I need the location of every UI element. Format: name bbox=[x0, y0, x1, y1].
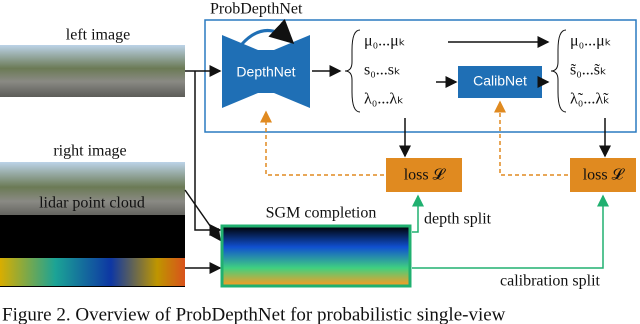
calibnet-box bbox=[458, 66, 542, 98]
calibrated-output: μ₀...μₖ bbox=[570, 33, 612, 50]
sgm-label: SGM completion bbox=[266, 205, 377, 222]
loss-box bbox=[570, 158, 636, 192]
depth-split: depth split bbox=[424, 211, 492, 228]
network-box bbox=[204, 19, 637, 133]
loss-label: loss 𝓛 bbox=[583, 167, 626, 184]
loss-label: loss 𝓛 bbox=[404, 167, 447, 184]
depthnet-shape bbox=[222, 35, 310, 108]
right-image bbox=[0, 162, 185, 218]
caption: Figure 2. Overview of ProbDepthNet for p… bbox=[2, 304, 506, 324]
output: λ₀...λₖ bbox=[364, 91, 404, 108]
split-arrows bbox=[412, 194, 609, 269]
calibnet-label: CalibNet bbox=[473, 73, 527, 89]
lidar-points bbox=[0, 258, 185, 286]
brace bbox=[344, 29, 361, 113]
lidar-label: lidar point cloud bbox=[39, 195, 145, 212]
brace bbox=[550, 29, 567, 113]
left-image bbox=[0, 45, 185, 97]
feedback-arrows bbox=[260, 100, 568, 176]
output: s₀...sₖ bbox=[364, 62, 401, 79]
right-image-label: right image bbox=[53, 143, 126, 160]
calibrated-output: λ̃₀...λ̃ₖ bbox=[570, 91, 610, 108]
network-title: ProbDepthNet bbox=[210, 1, 303, 18]
calibration-split: calibration split bbox=[500, 273, 601, 290]
loss-box bbox=[386, 158, 462, 192]
arrows bbox=[184, 36, 611, 274]
left-image-label: left image bbox=[66, 27, 130, 44]
sgm-image bbox=[220, 224, 412, 288]
skip-arrow bbox=[240, 18, 295, 46]
depthnet-label: DepthNet bbox=[236, 64, 295, 80]
output: μ₀...μₖ bbox=[364, 33, 406, 50]
calibrated-output: s̃₀...s̃ₖ bbox=[570, 62, 607, 79]
